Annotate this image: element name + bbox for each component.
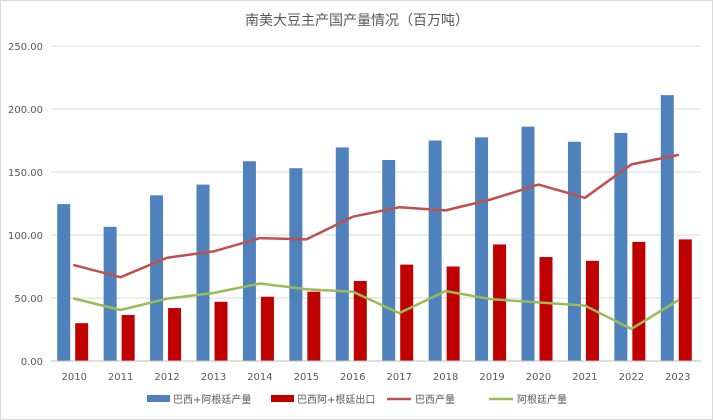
x-tick-label: 2011 [108,372,133,383]
legend-label: 巴西产量 [415,393,455,406]
bar-export [585,260,599,361]
y-tick-label: 50.00 [14,294,43,305]
bar-export [121,315,135,361]
legend-swatch [271,395,294,402]
bar-export [400,264,414,361]
x-tick-label: 2018 [433,372,458,383]
bar-total-production [57,204,71,361]
y-tick-label: 150.00 [8,168,43,179]
x-tick-label: 2014 [247,372,272,383]
bar-total-production [103,226,117,361]
bar-export [168,308,182,361]
y-axis: 0.00 50.00 100.00 150.00 200.00 250.00 [8,42,43,368]
y-tick-label: 200.00 [8,105,43,116]
bar-total-production [335,147,349,361]
x-tick-label: 2019 [479,372,504,383]
bar-export [260,296,274,361]
bar-total-production [614,132,628,361]
line-brazil-production [72,153,680,279]
x-tick-label: 2021 [572,372,597,383]
x-tick-label: 2022 [619,372,644,383]
bar-total-production [196,184,210,361]
y-tick-label: 250.00 [8,42,43,53]
bar-total-production [382,160,396,361]
bar-total-production [475,137,489,361]
legend-label: 巴西阿+根廷出口 [297,393,375,406]
bar-export [493,244,507,361]
x-tick-label: 2017 [386,372,411,383]
bar-total-production [660,95,674,361]
bar-export [214,301,228,361]
bar-total-production [567,141,581,361]
bar-export [446,266,460,361]
x-axis: 2010 2011 2012 2013 2014 2015 2016 2017 2018 2019… [51,360,701,383]
bar-series [57,95,692,361]
bar-export [353,280,367,361]
y-tick-label: 100.00 [8,231,43,242]
chart-title: 南美大豆主产国产量情况（百万吨） [245,13,469,29]
x-tick-label: 2012 [154,372,179,383]
legend: 巴西+阿根廷产量 巴西阿+根廷出口 巴西产量 阿根廷产量 [147,393,567,406]
legend-swatch [147,395,170,402]
x-tick-label: 2015 [294,372,319,383]
bar-total-production [242,161,256,361]
x-tick-label: 2020 [526,372,551,383]
bar-total-production [150,195,164,361]
legend-label: 阿根廷产量 [517,393,567,406]
bar-export [75,323,89,361]
x-tick-label: 2010 [61,372,86,383]
line-argentina-production [72,282,680,331]
x-tick-label: 2013 [201,372,226,383]
line-series [72,153,680,331]
bar-total-production [289,168,303,361]
bar-total-production [428,140,442,361]
legend-label: 巴西+阿根廷产量 [173,393,251,406]
x-tick-label: 2023 [665,372,690,383]
y-tick-label: 0.00 [21,357,43,368]
bar-export [307,291,321,361]
bar-export [539,257,553,361]
bar-export [678,239,692,361]
x-tick-label: 2016 [340,372,365,383]
bar-total-production [521,126,535,361]
bar-export [632,241,646,361]
